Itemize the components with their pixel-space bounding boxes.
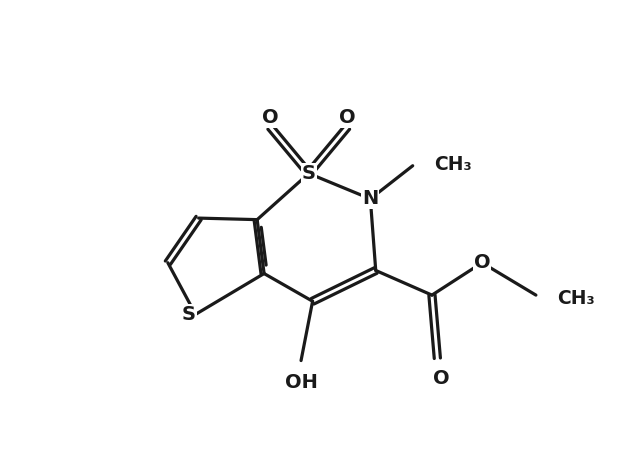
Text: OH: OH [285,373,317,392]
Text: O: O [262,108,278,127]
Text: O: O [339,108,356,127]
Text: O: O [433,369,449,388]
Text: CH₃: CH₃ [435,155,472,174]
Text: N: N [362,189,378,208]
Text: O: O [474,253,490,272]
Text: S: S [301,164,316,183]
Text: CH₃: CH₃ [557,289,595,308]
Text: S: S [182,305,196,324]
